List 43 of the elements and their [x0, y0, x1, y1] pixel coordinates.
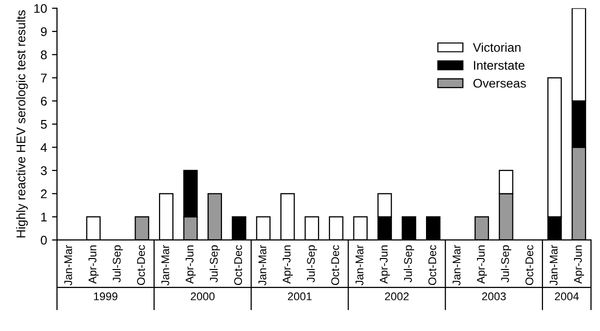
x-tick-label: Jan-Mar [452, 245, 460, 286]
y-tick-label: 3 [40, 166, 47, 176]
x-tick-label: Apr-Jun [574, 246, 584, 284]
y-tick-label: 0 [40, 236, 47, 245]
text: 2001 [288, 292, 312, 300]
y-tick-label: 4 [40, 143, 47, 152]
text: 2003 [482, 292, 506, 300]
y-tick-label: 8 [40, 50, 47, 60]
x-tick-label: Oct-Dec [525, 245, 534, 286]
x-tick-label: Apr-Jun [380, 246, 390, 284]
x-tick-label: Jan-Mar [64, 245, 72, 286]
x-tick-label: Jul-Sep [112, 245, 123, 282]
y-tick-label: 9 [40, 27, 47, 36]
y-tick-label: 7 [40, 74, 47, 82]
y-tick-label: 1 [41, 212, 47, 222]
x-tick-label: Jan-Mar [356, 245, 364, 286]
legend-label: Victorian [472, 42, 520, 52]
x-tick-label: Oct-Dec [137, 245, 145, 286]
x-tick-label: Apr-Jun [186, 246, 196, 284]
x-tick-label: Apr-Jun [282, 246, 293, 284]
x-tick-label: Jul-Sep [306, 245, 318, 282]
x-tick-label: Jan-Mar [258, 245, 266, 286]
y-tick-label: 5 [40, 120, 47, 129]
text: 2002 [385, 292, 409, 300]
x-tick-label: Jul-Sep [404, 245, 414, 282]
x-tick-label: Oct-Dec [428, 245, 436, 286]
y-axis-title: Highly reactive HEV serologic test results [16, 10, 28, 238]
y-tick-label: 2 [40, 189, 47, 198]
y-tick-label: 10 [34, 4, 47, 13]
x-tick-label: Oct-Dec [234, 245, 242, 286]
y-tick-label: 6 [40, 96, 47, 106]
legend-label: Interstate [474, 61, 524, 70]
text: 2000 [190, 292, 215, 300]
x-tick-label: Jul-Sep [500, 245, 512, 282]
x-tick-label: Jul-Sep [210, 245, 220, 282]
x-tick-label: Apr-Jun [88, 246, 99, 284]
legend-label: Overseas [473, 78, 526, 88]
x-tick-label: Apr-Jun [477, 246, 487, 284]
text: 1999 [94, 292, 118, 300]
x-tick-label: Jan-Mar [161, 245, 170, 286]
x-tick-label: Oct-Dec [331, 245, 340, 286]
x-tick-label: Jan-Mar [550, 245, 558, 286]
text: 2004 [554, 292, 579, 300]
